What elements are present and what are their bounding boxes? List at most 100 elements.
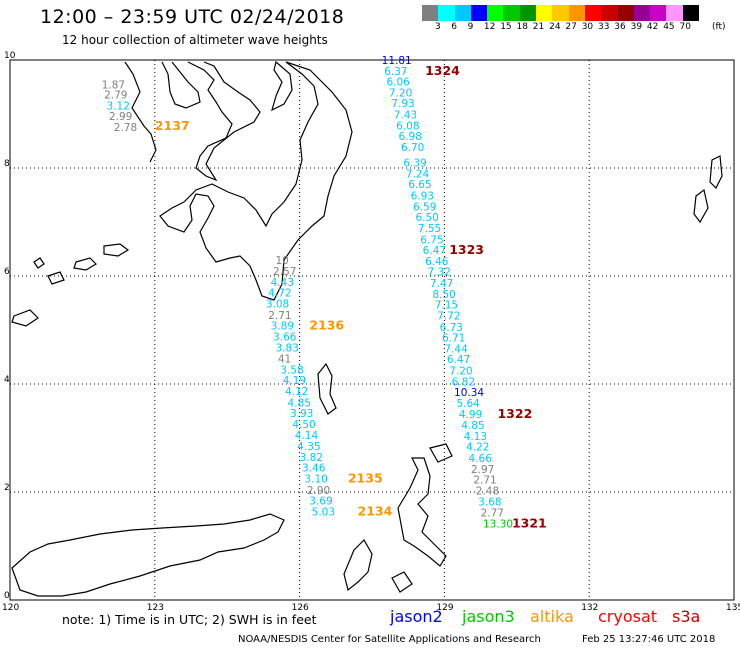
wave-height-value: 6.82 — [452, 376, 475, 388]
coastline — [11, 60, 723, 597]
coast-halmahera — [397, 457, 447, 567]
x-tick-label: 120 — [2, 603, 20, 613]
color-bar-tick: 24 — [549, 22, 561, 32]
color-bar-swatch — [666, 5, 683, 21]
color-bar-swatch — [519, 5, 537, 21]
pass-number-label: 2137 — [155, 118, 190, 133]
wave-height-value: 1.87 — [102, 79, 125, 91]
wave-height-value: 7.93 — [391, 98, 414, 110]
pass-number-label: 1322 — [497, 406, 532, 421]
wave-height-value: 3.66 — [273, 331, 297, 343]
y-tick-label: 4 — [4, 375, 10, 385]
coast-palawan-tip — [124, 61, 157, 163]
wave-height-value: 7.44 — [444, 343, 468, 355]
color-bar-tick: 21 — [532, 22, 545, 32]
wave-height-value: 3.83 — [275, 342, 298, 354]
wave-height-value: 11.81 — [382, 55, 412, 67]
pass-number-label: 2134 — [358, 503, 393, 518]
note-text: note: 1) Time is in UTC; 2) SWH is in fe… — [62, 612, 317, 627]
color-bar-tick: 18 — [516, 22, 528, 32]
legend-jason3: jason3 — [462, 607, 515, 626]
color-bar-swatch — [422, 5, 439, 21]
wave-height-value: 6.70 — [401, 142, 424, 154]
color-bar-tick: 45 — [663, 22, 675, 32]
color-bar-tick: 27 — [565, 22, 577, 32]
color-bar-swatch — [601, 5, 618, 21]
coast-negros — [187, 61, 261, 182]
pass-number-label: 2135 — [348, 471, 383, 486]
wave-height-value: 4.85 — [461, 420, 484, 432]
coast-mindanao-north — [159, 61, 353, 301]
wave-height-value: 6.93 — [411, 191, 434, 203]
color-bar-unit: (ft) — [712, 22, 726, 32]
wave-height-value: 3.46 — [302, 463, 326, 475]
coast-sulu-2 — [73, 257, 97, 271]
wave-height-value: 6.65 — [408, 179, 431, 191]
wave-height-value: 2.71 — [473, 475, 496, 487]
wave-height-value: 4.14 — [295, 430, 319, 442]
wave-height-value: 4.99 — [459, 409, 482, 421]
wave-height-value: 4.66 — [469, 453, 493, 465]
color-bar-tick: 33 — [598, 22, 610, 32]
footer-timestamp: Feb 25 13:27:46 UTC 2018 — [582, 634, 716, 645]
wave-height-value: 7.55 — [418, 223, 441, 235]
y-tick-label: 0 — [4, 591, 10, 601]
legend-altika: altika — [530, 607, 574, 626]
wave-height-value: 3.82 — [300, 452, 323, 464]
y-tick-label: 6 — [4, 267, 10, 277]
wave-height-value: 6.46 — [425, 256, 449, 268]
coast-sulu-5 — [33, 257, 45, 269]
x-tick-label: 126 — [291, 603, 309, 613]
color-bar-tick: 3 — [435, 22, 441, 32]
wave-height-value: 41 — [278, 354, 291, 366]
wave-height-value: 3.08 — [266, 299, 289, 311]
color-bar-tick: 12 — [483, 22, 496, 32]
coast-sulu-3 — [47, 271, 65, 285]
y-tick-label: 8 — [4, 159, 10, 169]
x-tick-label: 129 — [436, 603, 454, 613]
pass-number-label: 1324 — [425, 63, 460, 78]
x-tick-label: 135 — [726, 603, 740, 613]
wave-height-value: 4.85 — [288, 397, 311, 409]
altimeter-tracks: 1.872.793.122.992.78 213711.816.376.067.2… — [102, 55, 547, 530]
wave-height-value: 2.99 — [109, 111, 132, 123]
color-bar-swatch — [454, 5, 471, 21]
color-bar-tick: 30 — [581, 22, 594, 32]
wave-height-value: 2.90 — [307, 485, 330, 497]
wave-height-value: 13.30 — [483, 518, 513, 530]
y-tick-label: 10 — [4, 51, 16, 61]
wave-height-value: 6.75 — [420, 234, 443, 246]
coast-panay — [161, 61, 201, 109]
color-bar-tick: 39 — [630, 22, 643, 32]
color-bar-tick: 36 — [614, 22, 626, 32]
color-bar-swatch — [438, 5, 455, 21]
wave-height-value: 7.15 — [435, 300, 458, 312]
wave-height-value: 6.39 — [403, 158, 426, 170]
wave-height-value: 2.71 — [268, 310, 291, 322]
wave-height-value: 10.34 — [454, 387, 484, 399]
coast-bohol — [271, 60, 293, 112]
coast-sulu-1 — [103, 243, 130, 257]
map-frame — [9, 59, 735, 601]
wave-height-value: 3.89 — [271, 321, 294, 333]
legend-jason2: jason2 — [390, 607, 443, 626]
color-bar-swatch — [536, 5, 553, 21]
color-bar-tick: 9 — [467, 22, 474, 32]
legend-s3a: s3a — [672, 607, 701, 626]
wave-height-value: 7.32 — [428, 267, 451, 279]
graticule — [10, 60, 734, 600]
wave-height-value: 7.47 — [430, 278, 453, 290]
wave-height-value: 3.69 — [309, 496, 332, 508]
wave-height-value: 6.73 — [440, 322, 463, 334]
x-tick-label: 132 — [581, 603, 599, 613]
color-bar — [422, 5, 700, 21]
y-tick-label: 2 — [4, 483, 10, 493]
wave-height-value: 10 — [275, 255, 288, 267]
wave-height-value: 2.57 — [273, 266, 296, 278]
wave-height-value: 6.47 — [423, 245, 446, 257]
wave-height-value: 4.19 — [283, 375, 306, 387]
wave-height-value: 4.35 — [297, 441, 320, 453]
wave-height-value: 8.50 — [432, 289, 455, 301]
page-subtitle: 12 hour collection of altimeter wave hei… — [62, 33, 328, 47]
